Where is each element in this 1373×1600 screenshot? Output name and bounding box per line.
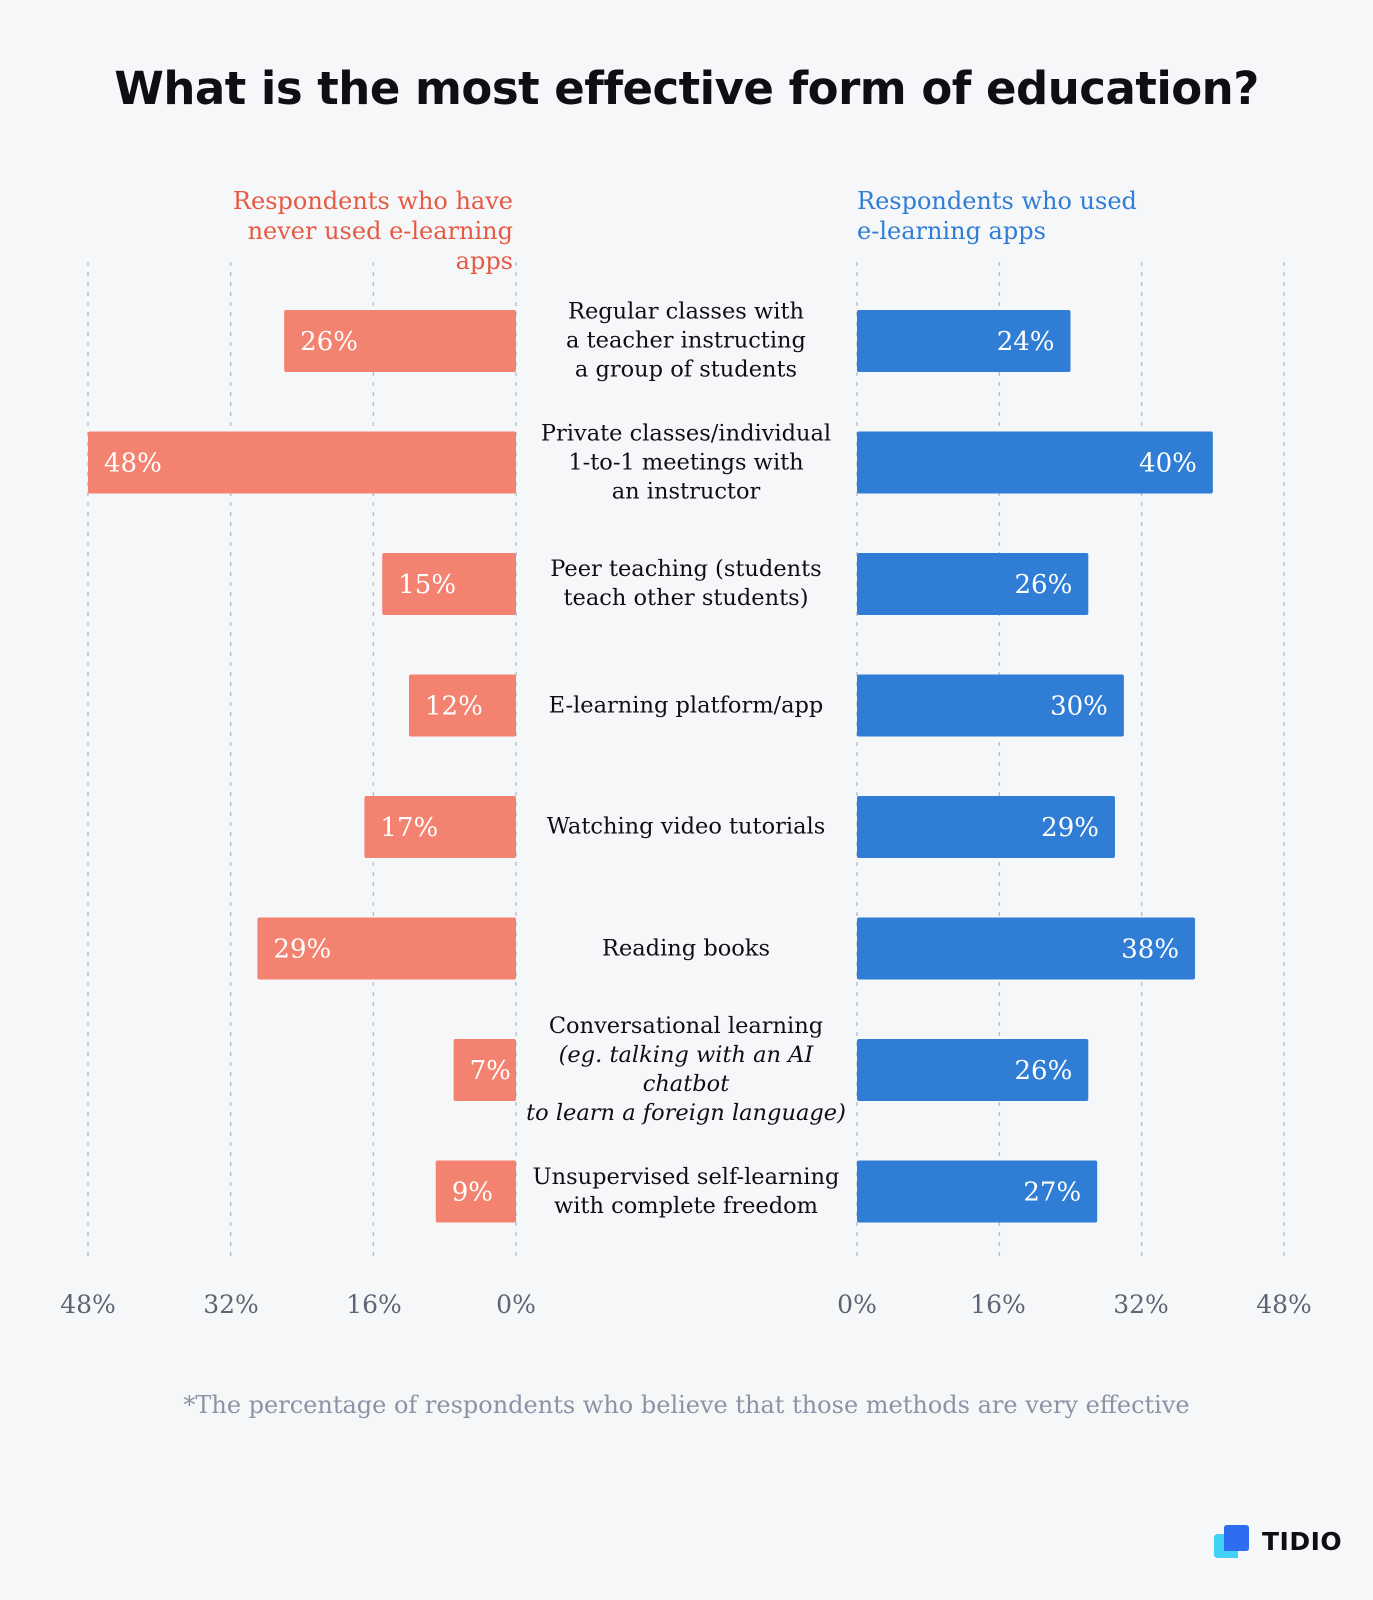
tick-label-right: 32% xyxy=(1113,1290,1169,1319)
bar-left xyxy=(409,674,516,737)
footnote: *The percentage of respondents who belie… xyxy=(183,1391,1190,1419)
bar-left xyxy=(453,1039,516,1101)
category-label-line: Unsupervised self-learning xyxy=(532,1163,840,1190)
category-label-line: an instructor xyxy=(611,478,761,504)
tick-label-left: 16% xyxy=(346,1290,402,1319)
category-label: Reading books xyxy=(520,934,852,963)
category-label: E-learning platform/app xyxy=(520,691,852,720)
bar-left xyxy=(364,796,516,858)
category-label: Unsupervised self-learning with complete … xyxy=(520,1163,852,1221)
bar-label-right: 26% xyxy=(1014,570,1072,600)
bar-right xyxy=(857,1160,1098,1223)
bar-label-left: 7% xyxy=(470,1056,511,1086)
tick-label-left: 0% xyxy=(496,1290,536,1319)
legend-right-line-1: Respondents who used xyxy=(857,187,1137,215)
legend-left-series: Respondents who have never used e-learni… xyxy=(193,186,513,276)
category-label: Conversational learning (eg. talking with… xyxy=(520,1012,852,1128)
bar-left xyxy=(382,553,516,615)
bar-right xyxy=(857,796,1115,858)
bar-right xyxy=(857,1039,1089,1101)
bar-right xyxy=(857,553,1089,615)
bar-right xyxy=(857,310,1071,372)
category-label-line: Peer teaching (students xyxy=(550,556,822,582)
bar-label-right: 29% xyxy=(1041,813,1099,843)
bar-label-left: 12% xyxy=(425,692,483,722)
bar-label-left: 15% xyxy=(398,570,456,600)
bar-right xyxy=(857,431,1213,494)
bar-label-right: 38% xyxy=(1121,935,1179,965)
legend-right-line-2: e-learning apps xyxy=(857,217,1046,245)
tick-label-right: 16% xyxy=(970,1290,1026,1319)
chart-title: What is the most effective form of educa… xyxy=(114,62,1259,115)
category-label-line: Watching video tutorials xyxy=(546,813,826,840)
legend-right-series: Respondents who used e-learning apps xyxy=(857,186,1177,246)
bar-left xyxy=(88,431,516,494)
bar-label-right: 26% xyxy=(1014,1056,1072,1086)
category-label-line: (eg. talking with an AI chatbot xyxy=(558,1042,814,1097)
bar-label-right: 40% xyxy=(1139,449,1197,479)
category-label-line: Private classes/individual xyxy=(540,420,832,446)
bar-left xyxy=(257,917,516,980)
category-label-line: Reading books xyxy=(602,935,770,961)
bar-label-right: 30% xyxy=(1050,692,1108,722)
bar-right xyxy=(857,674,1124,737)
bar-left xyxy=(284,310,516,372)
category-label-line: Regular classes with xyxy=(568,298,804,325)
category-label-line: Conversational learning xyxy=(548,1013,824,1039)
bar-label-left: 48% xyxy=(104,449,162,479)
brand-name: TIDIO xyxy=(1262,1527,1343,1556)
bar-label-left: 17% xyxy=(380,813,438,843)
category-label-line: a group of students xyxy=(574,356,798,383)
category-label-line: with complete freedom xyxy=(553,1192,819,1219)
bar-label-left: 26% xyxy=(300,327,358,357)
tick-label-left: 32% xyxy=(203,1290,259,1319)
category-label-line: teach other students) xyxy=(563,585,809,611)
category-label-line: 1-to-1 meetings with xyxy=(568,449,804,475)
tick-label-left: 48% xyxy=(60,1290,116,1319)
tidio-logo-icon xyxy=(1214,1525,1249,1558)
bar-left xyxy=(435,1160,516,1223)
bar-label-left: 29% xyxy=(273,935,331,965)
bar-right xyxy=(857,917,1196,980)
bar-label-right: 24% xyxy=(997,327,1055,357)
category-label-line: a teacher instructing xyxy=(566,327,806,354)
legend-left-line-2: never used e-learning apps xyxy=(247,217,513,275)
tick-label-right: 48% xyxy=(1256,1290,1312,1319)
tick-label-right: 0% xyxy=(837,1290,877,1319)
category-label: Regular classes with a teacher instructin… xyxy=(520,298,852,385)
bar-label-right: 27% xyxy=(1023,1178,1081,1208)
category-label: Peer teaching (students teach other stude… xyxy=(520,555,852,613)
legend-left-line-1: Respondents who have xyxy=(232,187,513,215)
bar-label-left: 9% xyxy=(452,1178,493,1208)
category-label-line: E-learning platform/app xyxy=(548,692,824,718)
category-label-line: to learn a foreign language) xyxy=(526,1100,846,1126)
category-label: Watching video tutorials xyxy=(520,813,852,842)
category-label: Private classes/individual 1-to-1 meeting… xyxy=(520,419,852,506)
